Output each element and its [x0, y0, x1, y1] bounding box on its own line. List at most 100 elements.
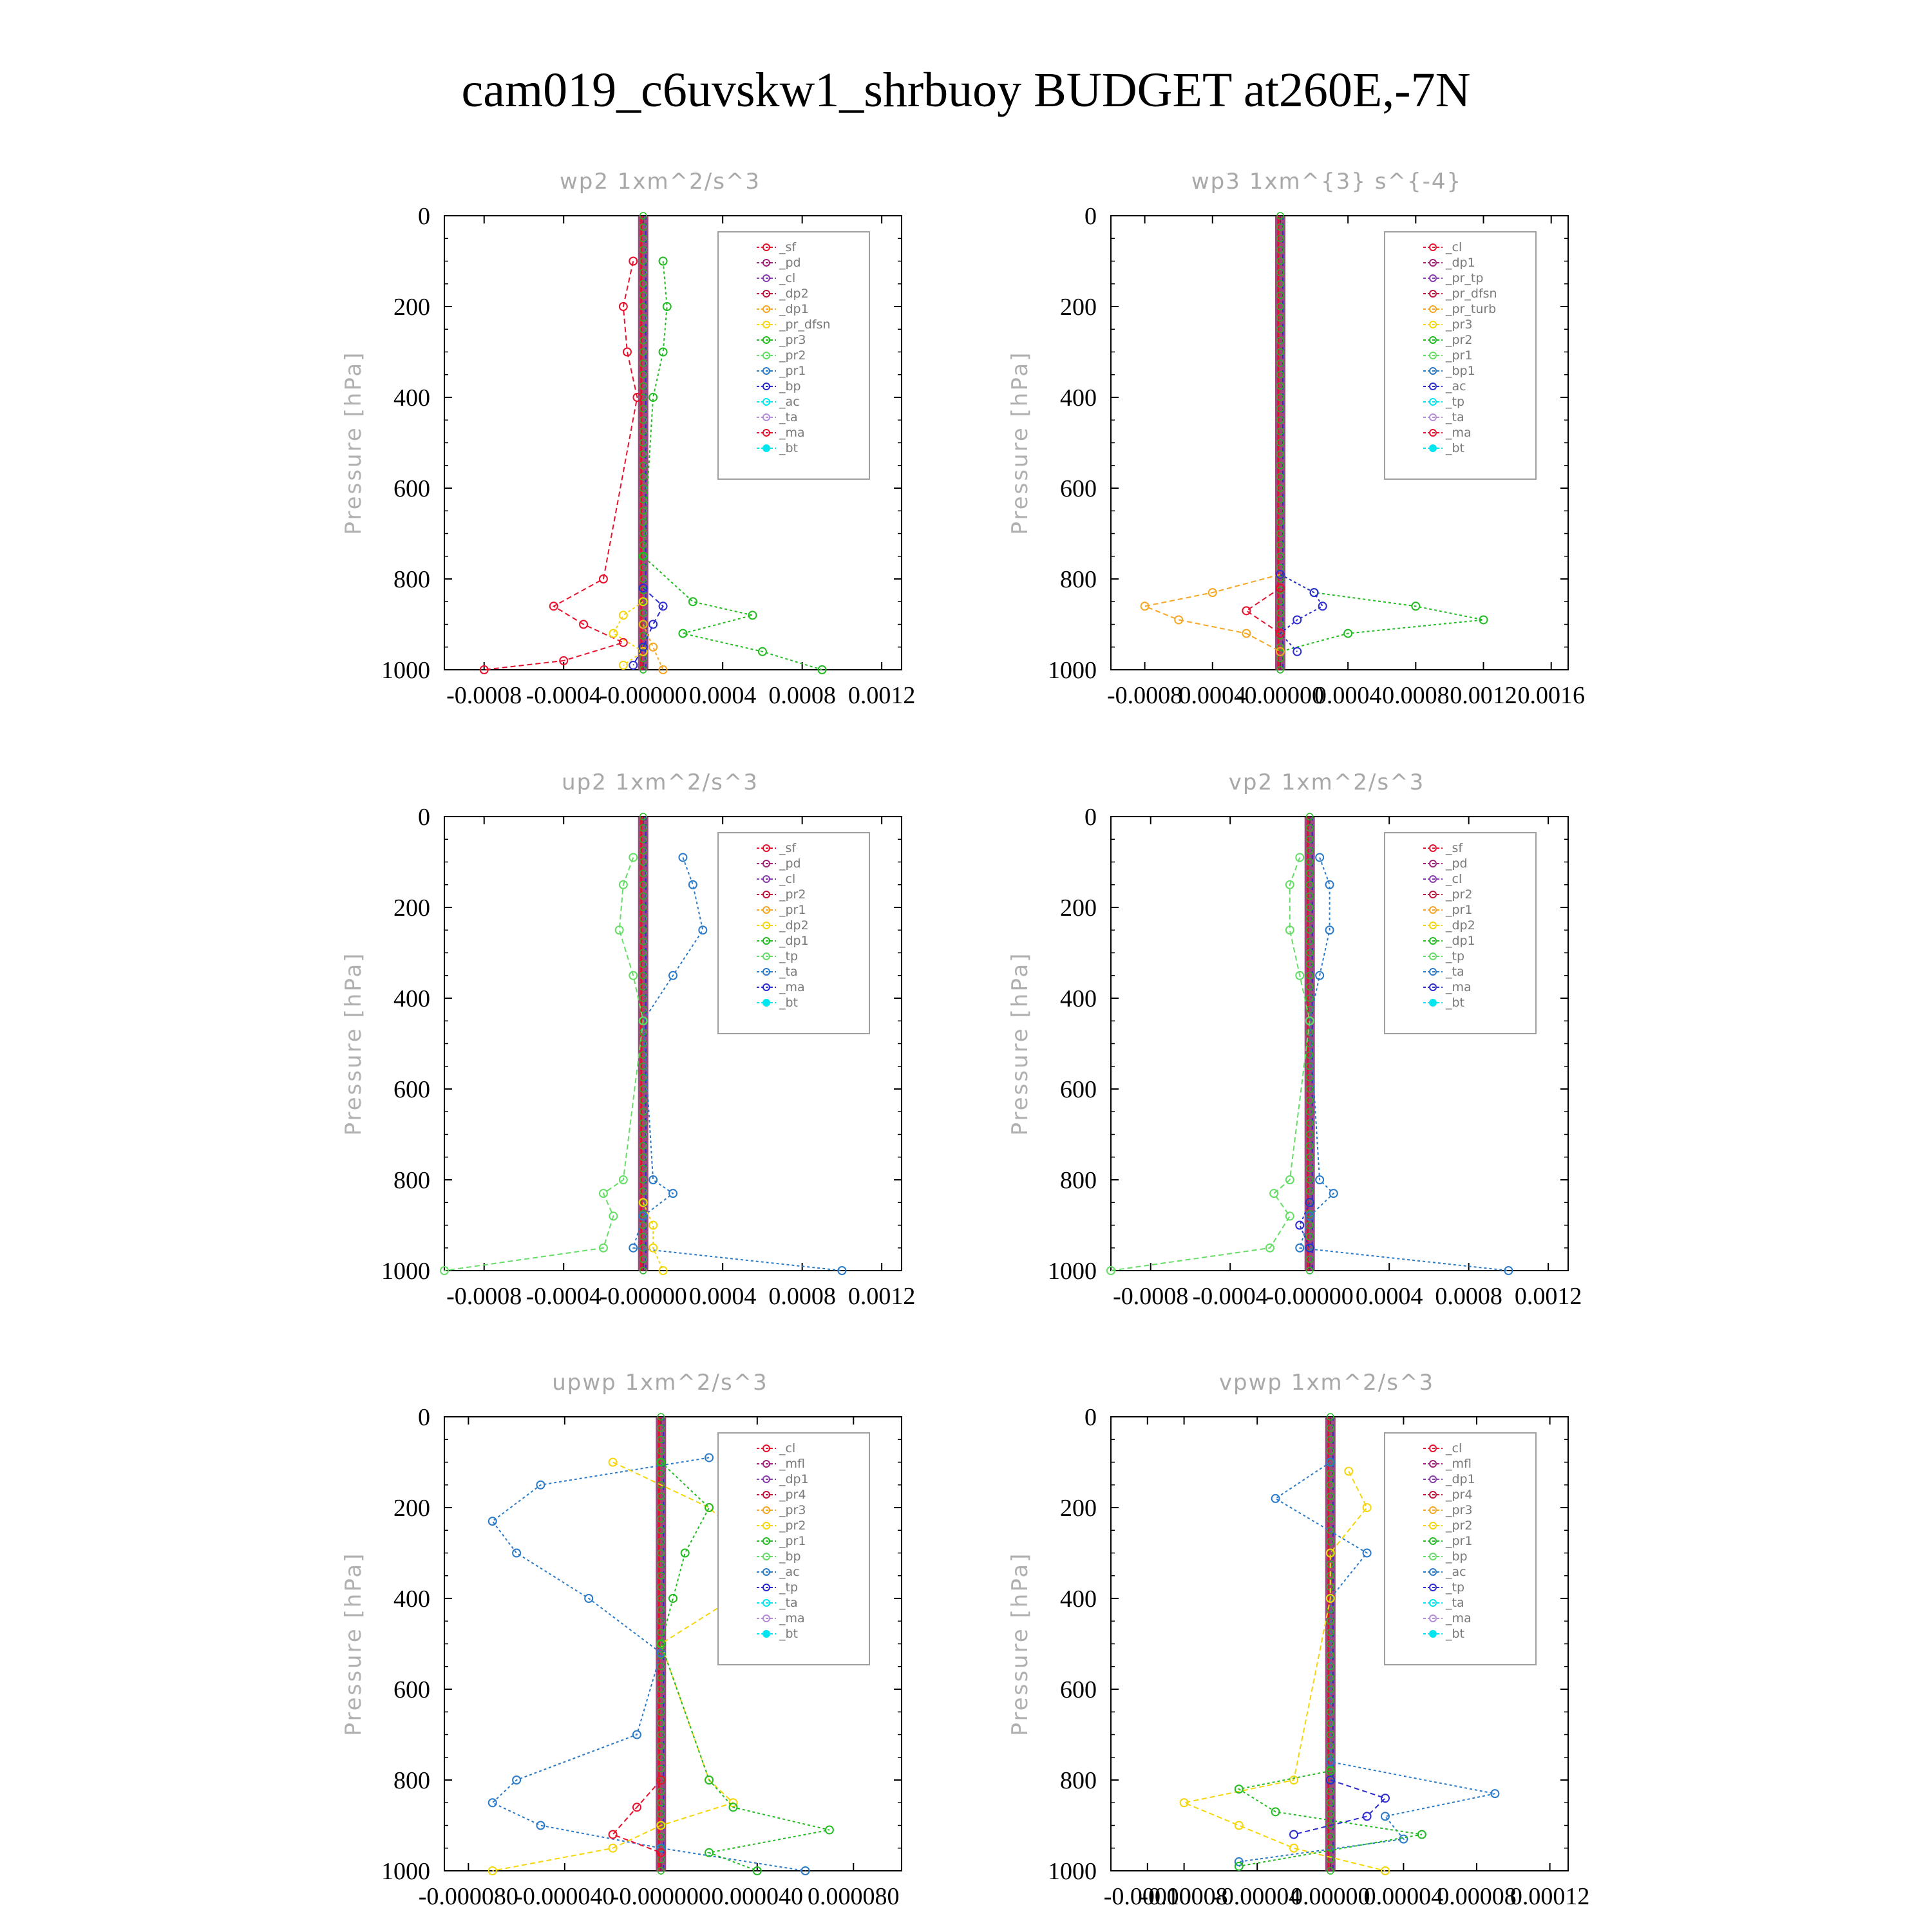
zero-series-marker: [639, 564, 647, 572]
series-line-dp1: [611, 1779, 662, 1853]
zero-series-marker: [639, 1187, 647, 1195]
legend-marker: [1429, 305, 1437, 313]
legend-label: _pr1: [1445, 1534, 1472, 1548]
legend-marker: [1429, 336, 1437, 344]
series-point: [638, 1211, 648, 1221]
legend-marker: [762, 1630, 770, 1638]
zero-series-marker: [639, 983, 647, 991]
x-tick-label: -0.00000: [1236, 682, 1324, 709]
series-point: [638, 1016, 648, 1026]
series-point: [629, 971, 638, 980]
zero-series-marker: [1327, 1855, 1334, 1864]
y-tick-label: 0: [418, 1404, 430, 1431]
legend-label: _ma: [1445, 426, 1472, 440]
zero-series-marker: [639, 439, 647, 447]
y-tick-label: 800: [393, 1767, 430, 1794]
zero-series-marker: [1305, 1130, 1314, 1139]
x-tick-label: -0.00010: [1104, 1883, 1191, 1910]
series-point: [658, 347, 668, 357]
series-point: [632, 1803, 641, 1812]
zero-series-marker: [639, 835, 647, 843]
series-point: [1265, 1243, 1274, 1253]
x-tick-label: 0.0008: [1435, 1283, 1502, 1310]
legend-label: _ma: [1445, 1611, 1472, 1625]
series-point: [817, 665, 827, 674]
series-point: [1305, 1243, 1314, 1253]
series-point: [1208, 588, 1217, 598]
zero-series-marker: [639, 212, 647, 220]
zero-series-marker: [639, 1096, 647, 1104]
legend-marker: [762, 1584, 770, 1591]
zero-series-marker: [1305, 1176, 1314, 1184]
legend-marker: [1429, 367, 1437, 375]
legend-marker: [762, 1491, 770, 1499]
series-point: [1285, 880, 1294, 889]
legend-marker: [762, 1599, 770, 1607]
series-point: [1362, 1812, 1372, 1821]
series-point: [678, 629, 688, 638]
x-tick-label: -0.00008: [1141, 1883, 1228, 1910]
zero-series-marker: [657, 1685, 665, 1693]
x-tick-label: 0.00000: [1291, 1883, 1370, 1910]
x-tick-label: 0.0012: [848, 1283, 916, 1310]
legend-marker: [1429, 891, 1437, 898]
y-axis-label: Pressure [hPa]: [1007, 1552, 1033, 1736]
zero-series-marker: [1276, 620, 1284, 629]
legend-label: _pr2: [779, 348, 806, 363]
series-point: [752, 1866, 762, 1875]
legend-marker: [1429, 1599, 1437, 1607]
series-point: [680, 1548, 690, 1558]
legend-label: _mfl: [779, 1457, 805, 1471]
y-tick-label: 0: [1084, 1404, 1097, 1431]
zero-series-marker: [1327, 1447, 1334, 1455]
zero-series-marker: [639, 1085, 647, 1093]
legend-label: _ta: [1445, 965, 1464, 979]
zero-series-marker: [1305, 914, 1314, 923]
panel-title: upwp 1xm^2/s^3: [552, 1370, 768, 1396]
legend-marker: [762, 383, 770, 390]
y-tick-label: 200: [1060, 1495, 1097, 1522]
legend-label: _dp1: [779, 934, 809, 948]
zero-series-marker: [657, 1799, 665, 1806]
legend-label: _dp1: [1445, 1472, 1475, 1486]
zero-series-marker: [1305, 1187, 1314, 1195]
series-point: [488, 1866, 497, 1875]
legend-label: _pd: [779, 857, 801, 871]
legend-label: _pr4: [1445, 1488, 1472, 1502]
zero-series-marker: [1276, 257, 1284, 265]
zero-series-marker: [1305, 983, 1314, 991]
zero-series-marker: [639, 1142, 647, 1150]
legend-label: _mfl: [1445, 1457, 1472, 1471]
zero-series-marker: [639, 484, 647, 492]
series-point: [1285, 1211, 1294, 1221]
x-tick-label: 0.0004: [1356, 1283, 1423, 1310]
y-tick-label: 800: [1060, 1767, 1097, 1794]
series-line-dp1: [484, 261, 638, 670]
series-point: [705, 1453, 714, 1463]
zero-series-marker: [1305, 1085, 1314, 1093]
y-tick-label: 200: [1060, 895, 1097, 922]
legend-label: _tp: [779, 949, 798, 963]
legend-marker: [762, 875, 770, 883]
zero-series-marker: [657, 1617, 665, 1625]
zero-series-marker: [1276, 416, 1284, 424]
x-tick-label: -0.0008: [1107, 682, 1182, 709]
legend-box: [717, 832, 870, 1034]
series-point: [1329, 1189, 1338, 1198]
zero-series-marker: [657, 1572, 665, 1580]
legend-marker: [762, 398, 770, 406]
legend-marker: [762, 1475, 770, 1483]
series-point: [656, 1821, 666, 1830]
series-point: [1305, 1198, 1314, 1208]
x-tick-label: 0.0008: [768, 682, 836, 709]
zero-series-marker: [639, 914, 647, 923]
legend-marker: [762, 891, 770, 898]
zero-series-marker: [639, 1267, 647, 1274]
zero-series-marker: [639, 904, 647, 911]
zero-series-marker: [657, 1867, 665, 1875]
zero-series-marker: [1276, 269, 1284, 276]
legend-marker: [1429, 243, 1437, 251]
zero-series-marker: [1305, 926, 1314, 934]
series-point: [1325, 1766, 1335, 1776]
series-point: [1325, 925, 1334, 935]
